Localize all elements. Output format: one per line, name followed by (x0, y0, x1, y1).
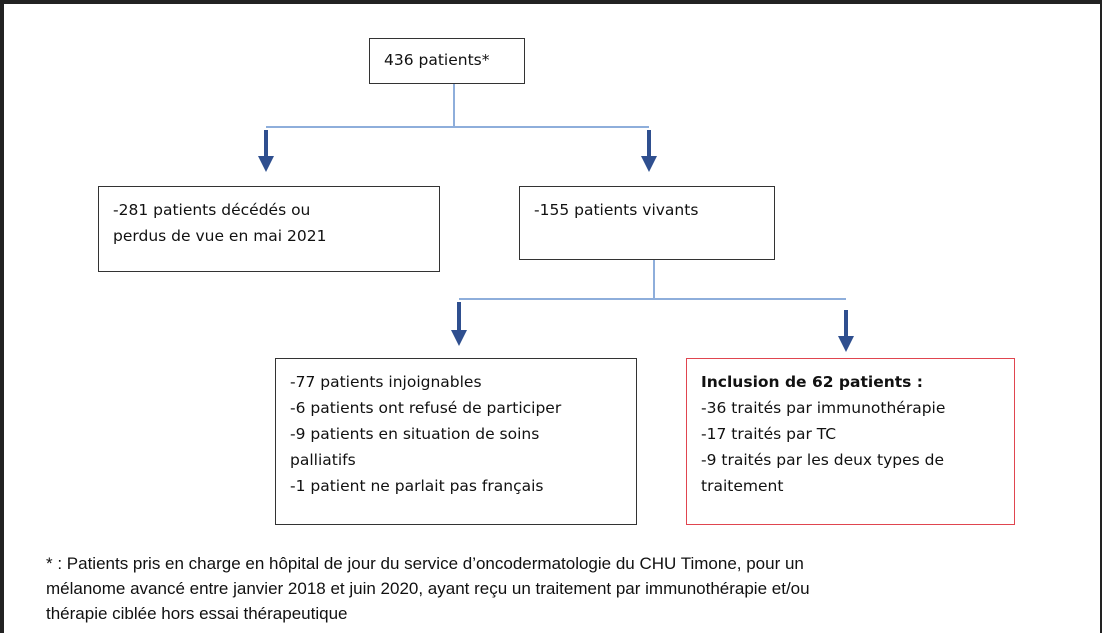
node: 436 patients* (369, 38, 525, 84)
node-line: traitement (701, 477, 784, 495)
node-line: -36 traités par immunothérapie (701, 399, 946, 417)
node: -155 patients vivants (519, 186, 775, 260)
footnote: * : Patients pris en charge en hôpital d… (46, 551, 810, 626)
footnote-line: thérapie ciblée hors essai thérapeutique (46, 604, 348, 623)
footnote-line: * : Patients pris en charge en hôpital d… (46, 554, 804, 573)
node-line: -281 patients décédés ou (113, 201, 311, 219)
node-line: perdus de vue en mai 2021 (113, 227, 327, 245)
node-line: -9 patients en situation de soins (290, 425, 540, 443)
connectors (258, 84, 854, 352)
node: -77 patients injoignables -6 patients ont… (275, 358, 637, 525)
node-line: Inclusion de 62 patients : (701, 373, 923, 391)
node-line: 436 patients* (384, 51, 490, 69)
node-line: -77 patients injoignables (290, 373, 482, 391)
node-included: Inclusion de 62 patients : -36 traités pa… (686, 358, 1015, 525)
node-line: -1 patient ne parlait pas français (290, 477, 544, 495)
node-line: -155 patients vivants (534, 201, 699, 219)
node-line: -6 patients ont refusé de participer (290, 399, 562, 417)
node-line: palliatifs (290, 451, 356, 469)
footnote-line: mélanome avancé entre janvier 2018 et ju… (46, 579, 810, 598)
node-line: -9 traités par les deux types de (701, 451, 945, 469)
node: -281 patients décédés ou perdus de vue en… (98, 186, 440, 272)
node-line: -17 traités par TC (701, 425, 837, 443)
